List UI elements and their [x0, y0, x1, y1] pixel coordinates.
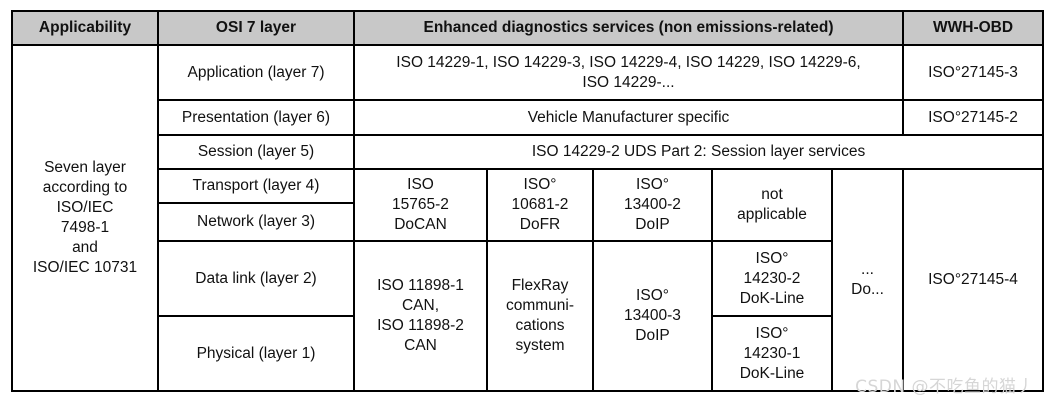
row-network: Network (layer 3): [12, 202, 1043, 242]
csdn-watermark: CSDN @不吃鱼的猫丿: [855, 377, 1034, 397]
wwh-application: ISO°27145-3: [902, 44, 1045, 101]
wwh-lower-cell: ISO°27145-4: [902, 168, 1045, 392]
flexray-cell: FlexRay communi- cations system: [486, 240, 594, 392]
header-osi-layer: OSI 7 layer: [157, 10, 355, 46]
row-application: Seven layer according to ISO/IEC 7498-1 …: [11, 44, 1045, 392]
layer-datalink: Data link (layer 2): [157, 240, 355, 317]
header-enhanced-diagnostics: Enhanced diagnostics services (non emiss…: [352, 10, 905, 46]
enhanced-session: ISO 14229-2 UDS Part 2: Session layer se…: [352, 134, 1045, 170]
enhanced-presentation: Vehicle Manufacturer specific: [352, 99, 905, 136]
doip-physical-cell: ISO° 13400-3 DoIP: [592, 240, 713, 392]
layer-network: Network (layer 3): [157, 202, 355, 242]
layer-transport: Transport (layer 4): [157, 168, 355, 204]
row-datalink: Data link (layer 2) ISO 11898-1 CAN, ISO…: [12, 240, 1043, 392]
can-cell: ISO 11898-1 CAN, ISO 11898-2 CAN: [353, 240, 488, 392]
doip-transport-cell: ISO° 13400-2 DoIP: [592, 168, 713, 242]
docan-cell: ISO 15765-2 DoCAN: [353, 168, 488, 242]
ellipsis-cell: ... Do...: [830, 168, 905, 392]
layer-physical: Physical (layer 1): [157, 315, 355, 392]
kline-datalink-cell: ISO° 14230-2 DoK-Line: [711, 240, 833, 317]
dofr-cell: ISO° 10681-2 DoFR: [486, 168, 594, 242]
applicability-cell: Seven layer according to ISO/IEC 7498-1 …: [11, 44, 159, 392]
row-physical: Physical (layer 1) ISO° 14230-1 DoK-Line: [12, 315, 1043, 392]
layer-application: Application (layer 7): [157, 44, 355, 101]
row-session: Session (layer 5) ISO 14229-2 UDS Part 2…: [12, 134, 1045, 170]
osi-diagnostics-table: Applicability OSI 7 layer Enhanced diagn…: [11, 10, 1045, 392]
row-presentation: Presentation (layer 6) Vehicle Manufactu…: [12, 99, 1045, 136]
not-applicable-cell: not applicable: [711, 168, 833, 242]
header-applicability: Applicability: [11, 10, 159, 46]
wwh-presentation: ISO°27145-2: [902, 99, 1045, 136]
layer-presentation: Presentation (layer 6): [157, 99, 355, 136]
header-wwh-obd: WWH-OBD: [902, 10, 1045, 46]
enhanced-application: ISO 14229-1, ISO 14229-3, ISO 14229-4, I…: [352, 44, 905, 101]
row-transport: Transport (layer 4) ISO 15765-2 DoCAN IS…: [12, 168, 1045, 392]
header-row: Applicability OSI 7 layer Enhanced diagn…: [11, 10, 1045, 46]
layer-session: Session (layer 5): [157, 134, 355, 170]
kline-physical-cell: ISO° 14230-1 DoK-Line: [711, 315, 833, 392]
